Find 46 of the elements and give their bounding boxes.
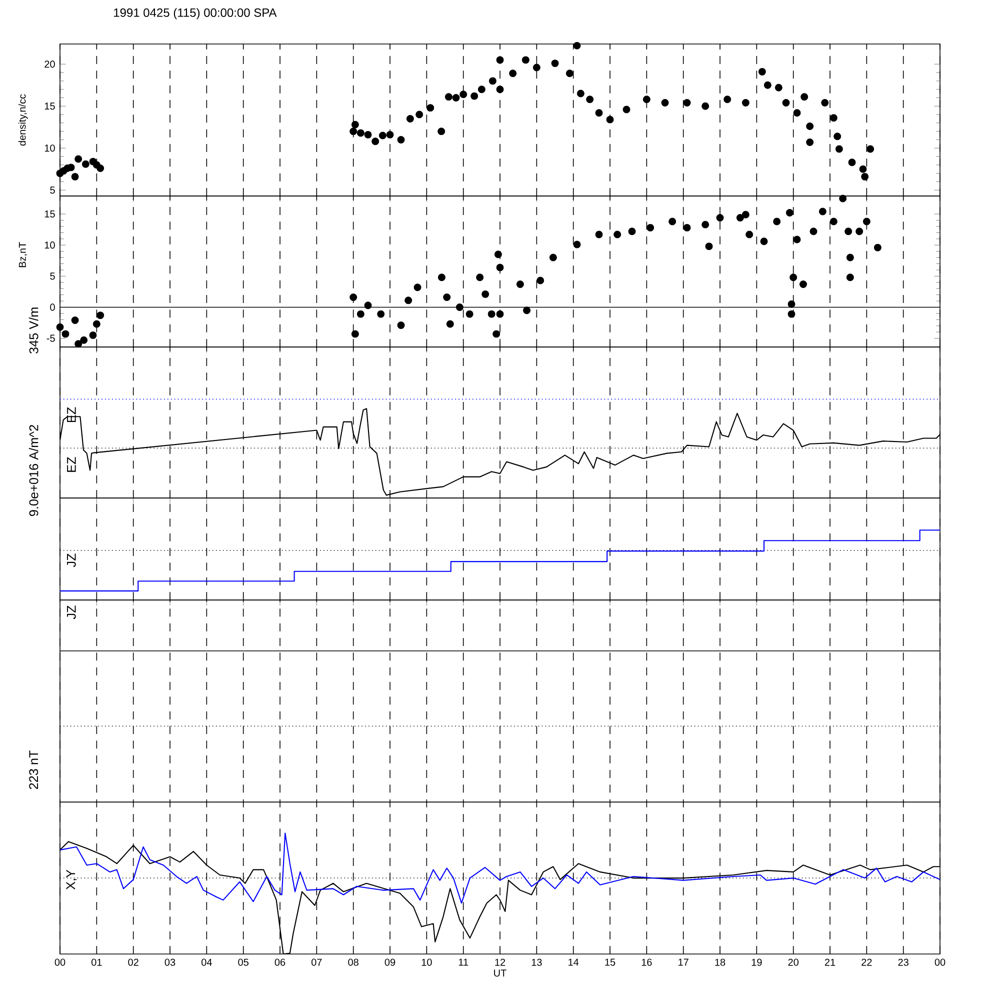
x-tick-label: 07 [312, 958, 322, 966]
y-tick-label: 5 [50, 186, 55, 194]
y-axis-title: 9.0e+016 A/m^2 [28, 424, 38, 516]
y-axis-title: 345 V/m [28, 308, 38, 354]
x-tick-label: 05 [238, 958, 248, 966]
x-tick-label: 01 [92, 958, 102, 966]
text: JZ [67, 606, 76, 620]
y-axis-title: Bz,nT [18, 242, 28, 268]
x-tick-label: 04 [202, 958, 212, 966]
y-axis-title: 223 nT [29, 750, 38, 790]
x-tick-label: 17 [678, 958, 688, 966]
x-tick-label: 23 [898, 958, 908, 966]
y-tick-label: 5 [50, 272, 55, 280]
x-tick-label: 10 [422, 958, 432, 966]
x-tick-label: 02 [128, 958, 138, 966]
x-tick-label: 14 [568, 958, 579, 966]
x-tick-label: 20 [788, 958, 799, 966]
y-tick-label: 0 [50, 304, 55, 311]
annotation: EZ [67, 457, 76, 472]
x-tick-label: 08 [348, 958, 358, 966]
x-tick-label: 09 [384, 958, 396, 966]
y-tick-label: 15 [44, 102, 55, 110]
x-tick-label: 22 [862, 958, 872, 966]
y-tick-label: 10 [44, 242, 55, 249]
annotation: JZ [67, 554, 76, 568]
annotation: X,Y [66, 870, 77, 890]
x-tick-label: 11 [458, 958, 468, 966]
y-tick-label: 10 [44, 144, 55, 152]
x-axis-title: UT [494, 970, 506, 977]
x-tick-label: 12 [495, 958, 506, 966]
x-tick-label: 03 [164, 958, 176, 966]
annotation: EZ [67, 407, 76, 422]
chart-title: 1991 0425 (115) 00:00:00 SPA [114, 8, 277, 20]
y-tick-label: 15 [44, 210, 55, 218]
y-tick-label: 20 [44, 60, 55, 68]
x-tick-label: 15 [605, 958, 616, 966]
x-tick-label: 18 [715, 958, 726, 966]
x-tick-label: 13 [532, 958, 542, 966]
x-tick-label: 06 [274, 958, 286, 966]
x-tick-label: 00 [934, 958, 946, 966]
x-tick-label: 16 [642, 958, 652, 966]
y-axis-title: density,n/cc [18, 94, 28, 146]
x-tick-label: 21 [824, 958, 836, 966]
x-tick-label: 00 [54, 958, 66, 966]
y-tick-label: -5 [46, 334, 55, 342]
x-tick-label: 19 [752, 958, 762, 966]
